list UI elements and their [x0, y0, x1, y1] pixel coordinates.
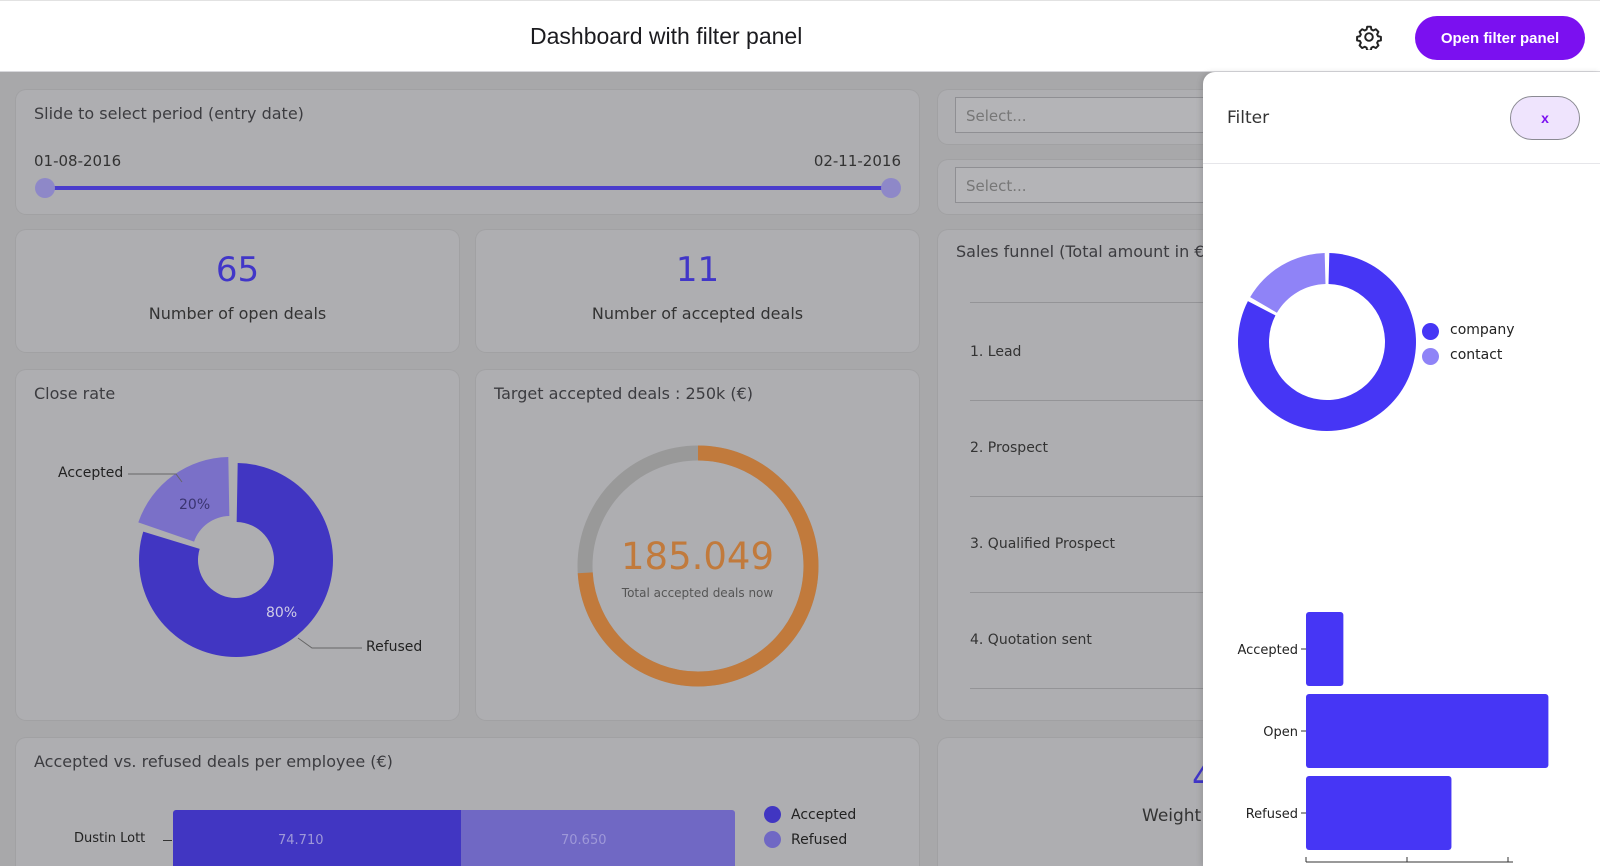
funnel-step-prospect: 2. Prospect — [970, 440, 1048, 456]
refused-leader-line — [297, 637, 362, 649]
funnel-divider — [970, 592, 1230, 593]
period-start-date: 01-08-2016 — [34, 152, 122, 170]
filter-panel-title: Filter — [1227, 108, 1270, 128]
filter-legend-contact-label: contact — [1450, 347, 1503, 363]
filter-legend-company-dot — [1422, 323, 1439, 340]
status-bar-accepted[interactable] — [1306, 612, 1344, 686]
filter-legend-contact-dot — [1422, 348, 1439, 365]
employee-accepted-value: 74.710 — [278, 833, 324, 848]
target-accepted-card: Target accepted deals : 250k (€) 185.049… — [476, 370, 919, 720]
filter-legend-contact[interactable]: contact — [1422, 347, 1503, 365]
period-slider-title: Slide to select period (entry date) — [34, 104, 304, 123]
period-slider-card: Slide to select period (entry date) 01-0… — [16, 90, 919, 214]
period-slider-end-handle[interactable] — [881, 178, 901, 198]
weighted-card: 4 Weight — [938, 738, 1238, 866]
employee-axis-tick — [163, 840, 172, 841]
close-rate-donut-chart — [128, 457, 362, 657]
employee-legend-refused-dot — [764, 831, 781, 848]
open-filter-panel-button[interactable]: Open filter panel — [1415, 16, 1585, 60]
deal-status-bar-chart: AcceptedOpenRefused05000001000000 — [1237, 612, 1549, 863]
employee-bar-accepted[interactable] — [173, 810, 461, 866]
select-card-2: Select... — [938, 160, 1238, 214]
sales-funnel-card: Sales funnel (Total amount in €) 1. Lead… — [938, 230, 1238, 720]
filter-donut-slice-company[interactable] — [1238, 253, 1416, 432]
close-rate-accepted-label: Accepted — [58, 465, 124, 481]
employee-bar-refused[interactable] — [461, 810, 735, 866]
accepted-deals-label: Number of accepted deals — [591, 304, 804, 323]
open-deals-value: 65 — [215, 250, 260, 290]
accepted-deals-value: 11 — [675, 250, 720, 290]
period-slider-start-handle[interactable] — [35, 178, 55, 198]
open-deals-label: Number of open deals — [148, 304, 327, 323]
employee-refused-value: 70.650 — [561, 833, 607, 848]
select-dropdown-2[interactable]: Select... — [955, 167, 1225, 203]
filter-donut-slice-contact[interactable] — [1250, 253, 1326, 313]
close-rate-refused-label: Refused — [366, 639, 423, 655]
close-rate-refused-pct: 80% — [266, 605, 298, 621]
open-deals-card: 65 Number of open deals — [16, 230, 459, 352]
sales-funnel-title: Sales funnel (Total amount in €) — [956, 242, 1211, 261]
funnel-divider — [970, 302, 1230, 303]
target-caption: Total accepted deals now — [621, 586, 774, 600]
close-rate-slice-refused[interactable] — [138, 463, 333, 657]
close-rate-title: Close rate — [34, 384, 116, 403]
funnel-divider — [970, 400, 1230, 401]
period-slider-track[interactable] — [44, 186, 891, 190]
status-bar-label-accepted: Accepted — [1237, 643, 1298, 658]
close-rate-slice-accepted[interactable] — [138, 457, 230, 542]
target-value: 185.049 — [620, 535, 774, 578]
funnel-divider — [970, 688, 1230, 689]
employee-name-label: Dustin Lott — [74, 831, 146, 846]
filter-legend-company-label: company — [1450, 322, 1515, 338]
employee-deals-card: Accepted vs. refused deals per employee … — [16, 738, 919, 866]
status-bar-label-refused: Refused — [1246, 807, 1298, 822]
status-bar-label-open: Open — [1263, 725, 1298, 740]
filter-legend-company[interactable]: company — [1422, 322, 1515, 340]
target-accepted-title: Target accepted deals : 250k (€) — [494, 384, 754, 403]
employee-deals-title: Accepted vs. refused deals per employee … — [34, 752, 393, 771]
close-filter-panel-button[interactable]: x — [1510, 96, 1580, 140]
period-end-date: 02-11-2016 — [813, 152, 901, 170]
accepted-deals-card: 11 Number of accepted deals — [476, 230, 919, 352]
filter-panel-header: Filter x — [1203, 72, 1600, 164]
filter-panel: Filter x company contact Accepted Open Ref… — [1203, 72, 1600, 866]
funnel-step-quotation-sent: 4. Quotation sent — [970, 632, 1092, 648]
funnel-step-lead: 1. Lead — [970, 344, 1022, 360]
employee-legend-accepted-dot — [764, 806, 781, 823]
target-gauge-progress — [577, 445, 819, 687]
employee-legend-refused: Refused — [791, 832, 848, 848]
funnel-step-qualified-prospect: 3. Qualified Prospect — [970, 536, 1116, 552]
status-bar-refused[interactable] — [1306, 776, 1452, 850]
funnel-divider — [970, 496, 1230, 497]
close-rate-card: Close rate Accepted Refused 20% 80% — [16, 370, 459, 720]
select-dropdown-1[interactable]: Select... — [955, 97, 1225, 133]
gear-icon[interactable] — [1356, 24, 1382, 50]
target-gauge — [577, 445, 819, 687]
status-bar-open[interactable] — [1306, 694, 1549, 768]
employee-legend-accepted: Accepted — [791, 807, 857, 823]
accepted-leader-line — [128, 473, 183, 483]
page-title: Dashboard with filter panel — [530, 23, 803, 49]
close-rate-accepted-pct: 20% — [179, 497, 211, 513]
select-card-1: Select... — [938, 90, 1238, 144]
weighted-label: Weight — [1142, 806, 1202, 826]
top-bar: Dashboard with filter panel Open filter … — [0, 0, 1600, 72]
filter-donut-chart — [1238, 253, 1416, 432]
